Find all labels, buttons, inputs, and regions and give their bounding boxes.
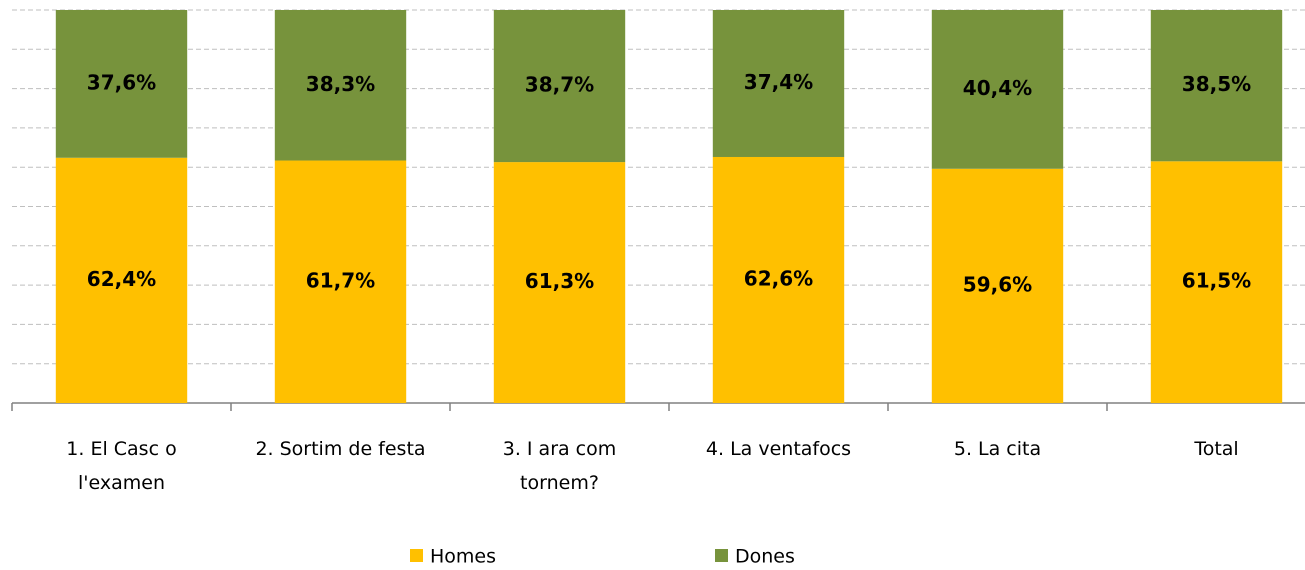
data-label: 61,5% (1182, 269, 1251, 293)
legend-label: Dones (735, 546, 795, 568)
bar-segment (55, 10, 188, 158)
data-label: 61,7% (306, 268, 375, 292)
bar-segment (274, 10, 407, 161)
data-label: 38,7% (525, 73, 594, 97)
x-tick-label: 3. I ara com tornem? (502, 438, 617, 494)
x-tick-label: 5. La cita (953, 438, 1042, 460)
data-label: 37,6% (87, 70, 156, 94)
x-tick-label: Total (1194, 438, 1239, 460)
data-label: 61,3% (525, 269, 594, 293)
data-label: 62,6% (744, 266, 813, 290)
x-tick-label: 1. El Casc o l'examen (66, 438, 177, 494)
data-label: 62,4% (87, 267, 156, 291)
data-label: 59,6% (963, 272, 1032, 296)
x-tick-label: 4. La ventafocs (705, 438, 852, 460)
data-label: 37,4% (744, 70, 813, 94)
x-tick-label: 2. Sortim de festa (255, 438, 426, 460)
bar-segment (493, 162, 626, 403)
legend-swatch (410, 549, 423, 562)
data-label: 38,5% (1182, 72, 1251, 96)
bar-segment (1150, 161, 1283, 403)
legend-swatch (715, 549, 728, 562)
bar-segment (712, 10, 845, 157)
bar-segment (712, 156, 845, 403)
bar-segment (55, 157, 188, 403)
data-label: 38,3% (306, 72, 375, 96)
bar-segment (931, 10, 1064, 169)
bar-segment (493, 10, 626, 163)
bar-segment (274, 160, 407, 403)
bar-segment (1150, 10, 1283, 162)
data-label: 40,4% (963, 76, 1032, 100)
legend-label: Homes (430, 546, 496, 568)
bar-segment (931, 168, 1064, 403)
